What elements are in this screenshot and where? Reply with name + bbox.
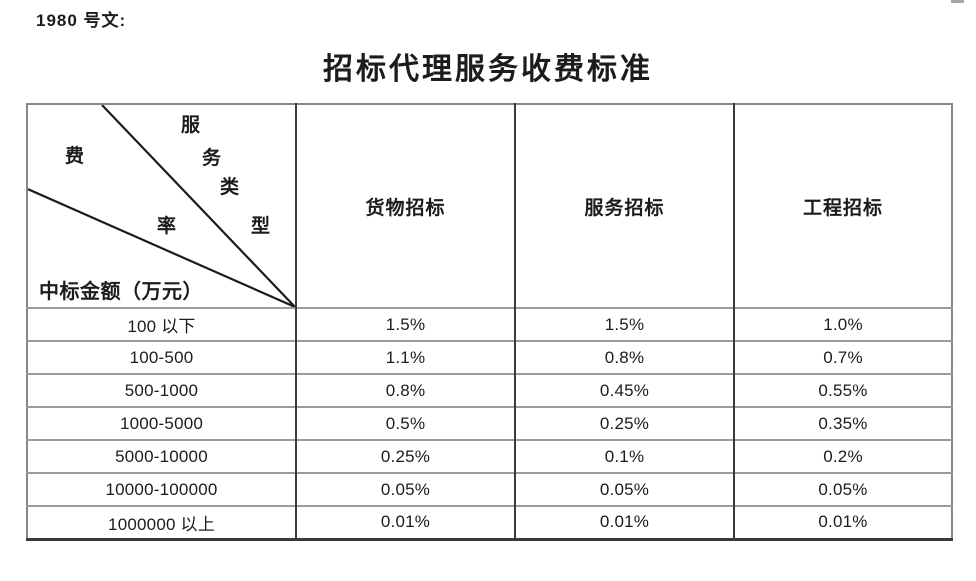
services-rate-cell: 1.5% — [514, 307, 734, 341]
amount-range-cell: 10000-100000 — [27, 472, 296, 506]
services-rate-cell: 0.01% — [514, 505, 734, 539]
table-row: 100 以下 1.5% 1.5% 1.0% — [27, 307, 952, 341]
amount-range-cell: 100-500 — [27, 340, 296, 374]
corner-type-char-3: 类 — [220, 177, 240, 198]
table-row: 1000-5000 0.5% 0.25% 0.35% — [27, 406, 952, 440]
works-rate-cell: 0.2% — [733, 439, 952, 473]
diagonal-corner-cell: 费 率 服 务 类 型 中标金额（万元） — [27, 104, 296, 308]
goods-rate-cell: 1.5% — [295, 307, 515, 341]
corner-fee-char-2: 率 — [157, 216, 177, 237]
services-rate-cell: 0.25% — [514, 406, 734, 440]
works-rate-cell: 0.01% — [733, 505, 952, 539]
document-reference: 1980 号文: — [36, 11, 127, 30]
table-row: 1000000 以上 0.01% 0.01% 0.01% — [27, 505, 952, 539]
corner-fee-char-1: 费 — [65, 146, 85, 167]
column-header-services: 服务招标 — [514, 104, 734, 308]
corner-amount-label: 中标金额（万元） — [39, 281, 203, 303]
table-row: 5000-10000 0.25% 0.1% 0.2% — [27, 439, 952, 473]
diagonal-lines — [28, 105, 295, 307]
table-row: 500-1000 0.8% 0.45% 0.55% — [27, 373, 952, 407]
corner-type-char-1: 服 — [181, 115, 201, 136]
column-header-works: 工程招标 — [733, 104, 952, 308]
table-row: 10000-100000 0.05% 0.05% 0.05% — [27, 472, 952, 506]
amount-range-cell: 100 以下 — [27, 307, 296, 341]
goods-rate-cell: 0.25% — [295, 439, 515, 473]
goods-rate-cell: 0.01% — [295, 505, 515, 539]
services-rate-cell: 0.05% — [514, 472, 734, 506]
amount-range-cell: 1000000 以上 — [27, 505, 296, 539]
works-rate-cell: 0.7% — [733, 340, 952, 374]
works-rate-cell: 0.55% — [733, 373, 952, 407]
amount-range-cell: 5000-10000 — [27, 439, 296, 473]
goods-rate-cell: 0.05% — [295, 472, 515, 506]
works-rate-cell: 0.05% — [733, 472, 952, 506]
amount-range-cell: 1000-5000 — [27, 406, 296, 440]
services-rate-cell: 0.8% — [514, 340, 734, 374]
page-title: 招标代理服务收费标准 — [323, 53, 653, 86]
amount-range-cell: 500-1000 — [27, 373, 296, 407]
column-header-goods: 货物招标 — [295, 104, 515, 308]
services-rate-cell: 0.45% — [514, 373, 734, 407]
header-row: 费 率 服 务 类 型 中标金额（万元） 货物招标 服务招标 工程招标 — [27, 104, 952, 308]
corner-type-char-2: 务 — [202, 148, 222, 169]
table-row: 100-500 1.1% 0.8% 0.7% — [27, 340, 952, 374]
works-rate-cell: 1.0% — [733, 307, 952, 341]
fee-standard-table: 费 率 服 务 类 型 中标金额（万元） 货物招标 服务招标 工程招标 100 … — [26, 103, 953, 541]
goods-rate-cell: 0.5% — [295, 406, 515, 440]
services-rate-cell: 0.1% — [514, 439, 734, 473]
page-edge-artifact — [951, 0, 964, 3]
corner-type-char-4: 型 — [251, 216, 271, 237]
goods-rate-cell: 1.1% — [295, 340, 515, 374]
works-rate-cell: 0.35% — [733, 406, 952, 440]
goods-rate-cell: 0.8% — [295, 373, 515, 407]
